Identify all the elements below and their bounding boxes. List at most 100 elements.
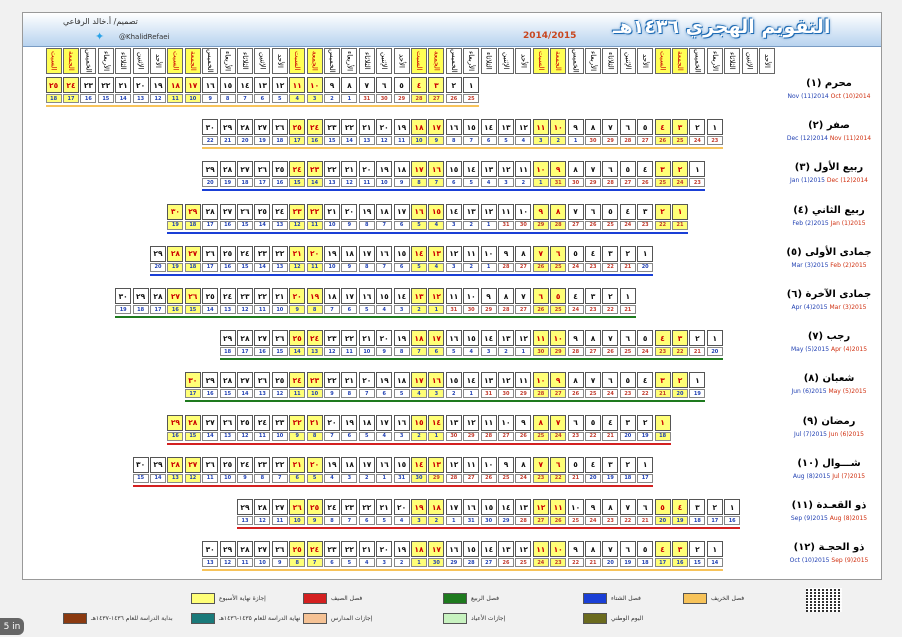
legend-item: اليوم الوطني (583, 613, 643, 624)
season-bar (220, 358, 723, 360)
gregorian-day-cell: 9 (376, 347, 392, 356)
hijri-day-cell: ٢٨ (220, 161, 236, 177)
season-bar (150, 274, 653, 276)
gregorian-day-cell: 28 (602, 178, 618, 187)
hijri-day-cell: ٨ (515, 246, 531, 262)
hijri-day-cell: ٢ (446, 77, 462, 93)
gregorian-day-cell: 1 (481, 263, 497, 272)
gregorian-day-cell: 14 (341, 136, 357, 145)
hijri-day-cell: ١٣ (411, 288, 427, 304)
hijri-day-cell: ١٥ (463, 119, 479, 135)
gregorian-day-cell: 6 (481, 136, 497, 145)
gregorian-day-cell: 9 (428, 136, 444, 145)
gregorian-day-cell: 19 (167, 221, 183, 230)
hijri-day-cell: ١٣ (498, 330, 514, 346)
gregorian-day-cell: 12 (185, 474, 201, 483)
hijri-day-cell: ٢٥ (289, 119, 305, 135)
hijri-day-cell: ١٠ (481, 246, 497, 262)
legend-swatch (191, 593, 215, 604)
gregorian-day-cell: 31 (359, 94, 375, 103)
hijri-day-cell: ٢٤ (272, 204, 288, 220)
hijri-day-cell: ٢٦ (272, 330, 288, 346)
weekday-header-cell: الإثنين (620, 48, 636, 74)
hijri-day-cell: ١٥ (394, 246, 410, 262)
gregorian-day-cell: 3 (481, 347, 497, 356)
legend-swatch (443, 593, 467, 604)
hijri-day-cell: ٢٤ (63, 77, 79, 93)
legend-label: اليوم الوطني (611, 615, 643, 622)
hijri-day-cell: ١٩ (376, 372, 392, 388)
month-row: رجب (٧) May (5)2015 Apr (4)2015 ١ 20 ٢ 21 ٣ 22 ٤… (23, 328, 881, 369)
gregorian-day-cell: 23 (568, 432, 584, 441)
gregorian-day-cell: 11 (254, 432, 270, 441)
hijri-day-cell: ١٠ (515, 204, 531, 220)
legend-swatch (303, 593, 327, 604)
gregorian-day-cell: 27 (550, 389, 566, 398)
gregorian-day-cell: 16 (167, 305, 183, 314)
hijri-day-cell: ٤ (411, 77, 427, 93)
hijri-day-cell: ٢٢ (359, 499, 375, 515)
weekday-header-cell: الخميس (324, 48, 340, 74)
twitter-icon: ✦ (95, 31, 109, 42)
gregorian-day-cell: 14 (254, 263, 270, 272)
legend-label: بداية الدراسة للعام ١٤٣٦-١٤٣٧هـ (91, 615, 173, 622)
hijri-day-cell: ١ (637, 246, 653, 262)
hijri-day-cell: ٣ (637, 204, 653, 220)
hijri-day-cell: ١٥ (446, 372, 462, 388)
gregorian-day-cell: 10 (324, 263, 340, 272)
hijri-day-cell: ٢٠ (289, 288, 305, 304)
gregorian-day-cell: 14 (254, 221, 270, 230)
gregorian-day-cell: 17 (254, 178, 270, 187)
month-gregorian-range: Feb (2)2015 Jan (1)2015 (779, 220, 879, 227)
gregorian-day-cell: 8 (359, 263, 375, 272)
month-name: جمادى الآخرة (٦) (779, 289, 879, 300)
hijri-day-cell: ٦ (550, 457, 566, 473)
hijri-day-cell: ٤ (655, 119, 671, 135)
hijri-day-cell: ٢٥ (289, 330, 305, 346)
hijri-day-cell: ٧ (585, 372, 601, 388)
calendar-title: التقويم الهجري ١٤٣٦هـ (613, 16, 830, 38)
gregorian-day-cell: 22 (585, 432, 601, 441)
gregorian-day-cell: 15 (237, 221, 253, 230)
gregorian-day-cell: 15 (689, 558, 705, 567)
gregorian-day-cell: 27 (568, 221, 584, 230)
gregorian-end-label: May (5)2015 (791, 346, 829, 353)
gregorian-day-cell: 29 (498, 516, 514, 525)
gregorian-day-cell: 27 (428, 94, 444, 103)
weekday-header-cell: الثلاثاء (237, 48, 253, 74)
hijri-day-cell: ٢٩ (202, 161, 218, 177)
hijri-day-cell: ١٨ (411, 330, 427, 346)
gregorian-day-cell: 9 (202, 94, 218, 103)
season-bar (202, 189, 705, 191)
gregorian-day-cell: 4 (376, 305, 392, 314)
gregorian-day-cell: 11 (307, 263, 323, 272)
month-gregorian-range: Jan (1)2015 Dec (12)2014 (779, 177, 879, 184)
weekday-header-cell: السبت (289, 48, 305, 74)
gregorian-day-cell: 13 (202, 558, 218, 567)
season-bar (202, 147, 723, 149)
gregorian-day-cell: 13 (272, 221, 288, 230)
gregorian-day-cell: 13 (359, 136, 375, 145)
hijri-day-cell: ٢٧ (202, 415, 218, 431)
gregorian-end-label: Jan (1)2015 (790, 177, 825, 184)
gregorian-day-cell: 15 (289, 178, 305, 187)
gregorian-day-cell: 9 (237, 474, 253, 483)
gregorian-start-label: Sep (9)2015 (829, 557, 868, 564)
hijri-day-cell: ٥ (637, 330, 653, 346)
gregorian-day-cell: 1 (376, 474, 392, 483)
hijri-day-cell: ١٦ (376, 246, 392, 262)
gregorian-day-cell: 15 (185, 305, 201, 314)
gregorian-day-cell: 30 (446, 432, 462, 441)
gregorian-day-cell: 31 (550, 178, 566, 187)
gregorian-day-cell: 8 (307, 432, 323, 441)
hijri-day-cell: ٢٤ (289, 161, 305, 177)
gregorian-day-cell: 28 (463, 558, 479, 567)
gregorian-day-cell: 7 (376, 221, 392, 230)
hijri-day-cell: ٩ (515, 415, 531, 431)
gregorian-end-label: Jun (6)2015 (791, 388, 826, 395)
hijri-day-cell: ٢٩ (237, 499, 253, 515)
weekday-header-cell: الأحد (515, 48, 531, 74)
gregorian-day-cell: 11 (272, 516, 288, 525)
hijri-day-cell: ١٦ (411, 204, 427, 220)
gregorian-day-cell: 23 (585, 305, 601, 314)
